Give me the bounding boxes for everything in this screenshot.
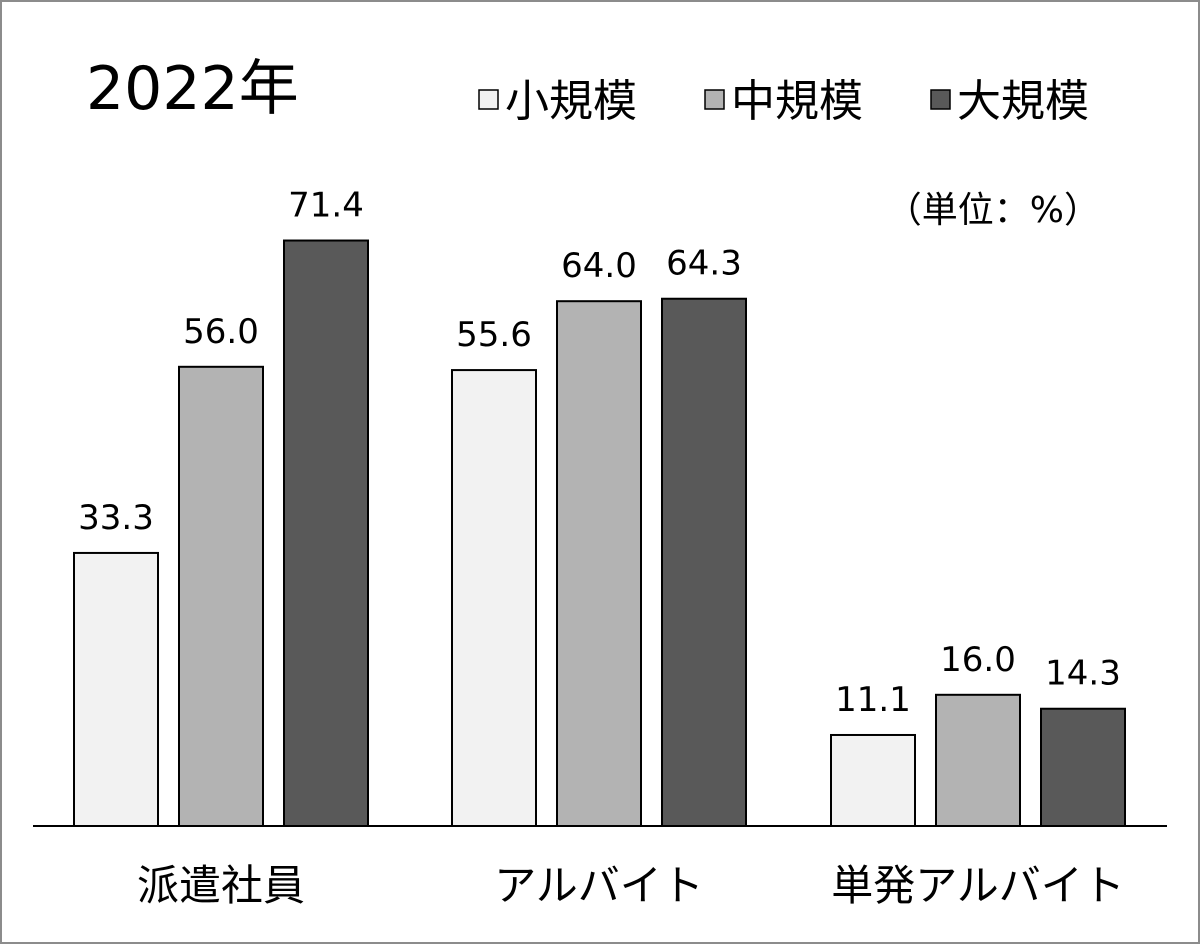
value-label-tanpatsu-large: 14.3 xyxy=(1045,654,1121,694)
legend-swatch-small xyxy=(478,89,499,110)
bar-haken-medium xyxy=(178,365,264,827)
value-labels-layer: 33.3 56.0 71.4 55.6 64.0 64.3 11.1 16.0 14.3 xyxy=(78,186,1121,720)
bar-arubaito-medium xyxy=(556,300,642,827)
value-label-tanpatsu-medium: 16.0 xyxy=(940,640,1016,680)
value-label-arubaito-large: 64.3 xyxy=(666,244,742,284)
value-label-haken-small: 33.3 xyxy=(78,498,154,538)
bar-tanpatsu-medium xyxy=(935,693,1021,827)
bar-tanpatsu-small xyxy=(830,733,916,827)
category-label-tanpatsu: 単発アルバイト xyxy=(831,861,1125,910)
category-labels-layer: 派遣社員 アルバイト 単発アルバイト xyxy=(137,861,1125,910)
legend-label-small: 小規模 xyxy=(505,76,637,127)
legend-swatch-medium xyxy=(704,89,725,110)
bar-haken-small xyxy=(73,551,159,827)
legend-label-large: 大規模 xyxy=(957,76,1089,127)
bars-layer xyxy=(73,239,1126,827)
chart-title: 2022年 xyxy=(86,54,299,124)
legend: 小規模 中規模 大規模 xyxy=(478,76,1089,127)
value-label-arubaito-medium: 64.0 xyxy=(561,246,637,286)
value-label-tanpatsu-small: 11.1 xyxy=(835,680,911,720)
value-label-arubaito-small: 55.6 xyxy=(456,315,532,355)
legend-label-medium: 中規模 xyxy=(731,76,863,127)
unit-note: （単位：%） xyxy=(886,190,1100,231)
bar-arubaito-small xyxy=(451,369,537,827)
bar-tanpatsu-large xyxy=(1040,707,1126,827)
value-label-haken-large: 71.4 xyxy=(288,186,364,226)
bar-haken-large xyxy=(283,239,369,827)
category-label-arubaito: アルバイト xyxy=(494,861,704,910)
value-label-haken-medium: 56.0 xyxy=(183,312,259,352)
category-label-haken: 派遣社員 xyxy=(137,861,305,910)
legend-swatch-large xyxy=(930,89,951,110)
bar-arubaito-large xyxy=(661,297,747,827)
